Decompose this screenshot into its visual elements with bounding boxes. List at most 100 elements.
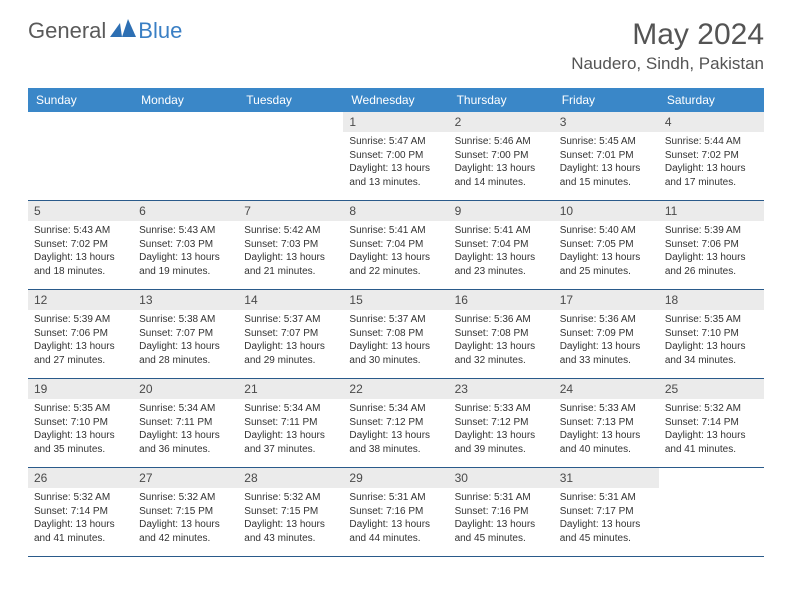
day-content: Sunrise: 5:31 AMSunset: 7:16 PMDaylight:… xyxy=(343,488,448,550)
weekday-label: Sunday xyxy=(28,88,133,112)
day-number: 13 xyxy=(133,290,238,310)
day-content: Sunrise: 5:41 AMSunset: 7:04 PMDaylight:… xyxy=(449,221,554,283)
day-line: Sunrise: 5:34 AM xyxy=(244,402,337,416)
day-cell xyxy=(133,112,238,200)
day-line: and 41 minutes. xyxy=(665,443,758,457)
day-line: Daylight: 13 hours xyxy=(455,162,548,176)
day-line: Sunset: 7:12 PM xyxy=(349,416,442,430)
day-cell xyxy=(238,112,343,200)
day-line: Sunset: 7:10 PM xyxy=(34,416,127,430)
day-line: Sunrise: 5:44 AM xyxy=(665,135,758,149)
week-row: 26Sunrise: 5:32 AMSunset: 7:14 PMDayligh… xyxy=(28,468,764,557)
day-line: Daylight: 13 hours xyxy=(34,251,127,265)
day-line: and 39 minutes. xyxy=(455,443,548,457)
day-line: Sunset: 7:16 PM xyxy=(455,505,548,519)
day-line: Daylight: 13 hours xyxy=(560,429,653,443)
day-number: 26 xyxy=(28,468,133,488)
day-content: Sunrise: 5:36 AMSunset: 7:08 PMDaylight:… xyxy=(449,310,554,372)
day-line: Daylight: 13 hours xyxy=(665,340,758,354)
day-content: Sunrise: 5:31 AMSunset: 7:16 PMDaylight:… xyxy=(449,488,554,550)
day-line: Sunset: 7:08 PM xyxy=(455,327,548,341)
day-number: 9 xyxy=(449,201,554,221)
day-line: Daylight: 13 hours xyxy=(34,429,127,443)
day-cell: 18Sunrise: 5:35 AMSunset: 7:10 PMDayligh… xyxy=(659,290,764,378)
day-line: Daylight: 13 hours xyxy=(665,429,758,443)
day-line: Sunset: 7:11 PM xyxy=(139,416,232,430)
day-content: Sunrise: 5:39 AMSunset: 7:06 PMDaylight:… xyxy=(659,221,764,283)
day-number: 21 xyxy=(238,379,343,399)
day-line: Daylight: 13 hours xyxy=(244,429,337,443)
day-cell: 31Sunrise: 5:31 AMSunset: 7:17 PMDayligh… xyxy=(554,468,659,556)
day-line: and 45 minutes. xyxy=(455,532,548,546)
day-line: Daylight: 13 hours xyxy=(349,429,442,443)
day-line: Sunrise: 5:32 AM xyxy=(244,491,337,505)
day-line: and 23 minutes. xyxy=(455,265,548,279)
day-content: Sunrise: 5:40 AMSunset: 7:05 PMDaylight:… xyxy=(554,221,659,283)
day-content: Sunrise: 5:34 AMSunset: 7:12 PMDaylight:… xyxy=(343,399,448,461)
day-line: Sunrise: 5:46 AM xyxy=(455,135,548,149)
day-line: Sunset: 7:00 PM xyxy=(349,149,442,163)
day-cell: 25Sunrise: 5:32 AMSunset: 7:14 PMDayligh… xyxy=(659,379,764,467)
day-line: Sunset: 7:09 PM xyxy=(560,327,653,341)
day-cell: 3Sunrise: 5:45 AMSunset: 7:01 PMDaylight… xyxy=(554,112,659,200)
day-cell: 23Sunrise: 5:33 AMSunset: 7:12 PMDayligh… xyxy=(449,379,554,467)
day-cell xyxy=(28,112,133,200)
day-line: Daylight: 13 hours xyxy=(139,429,232,443)
day-line: and 19 minutes. xyxy=(139,265,232,279)
day-content: Sunrise: 5:37 AMSunset: 7:07 PMDaylight:… xyxy=(238,310,343,372)
day-line: Daylight: 13 hours xyxy=(455,429,548,443)
day-line: Sunset: 7:07 PM xyxy=(244,327,337,341)
day-cell: 24Sunrise: 5:33 AMSunset: 7:13 PMDayligh… xyxy=(554,379,659,467)
day-cell: 27Sunrise: 5:32 AMSunset: 7:15 PMDayligh… xyxy=(133,468,238,556)
day-line: Sunset: 7:11 PM xyxy=(244,416,337,430)
day-line: and 15 minutes. xyxy=(560,176,653,190)
day-line: Sunset: 7:14 PM xyxy=(34,505,127,519)
day-content: Sunrise: 5:41 AMSunset: 7:04 PMDaylight:… xyxy=(343,221,448,283)
day-number: 10 xyxy=(554,201,659,221)
day-line: and 14 minutes. xyxy=(455,176,548,190)
day-number: 31 xyxy=(554,468,659,488)
day-line: Sunrise: 5:35 AM xyxy=(34,402,127,416)
brand-part2: Blue xyxy=(138,18,182,44)
day-number: 18 xyxy=(659,290,764,310)
day-number: 24 xyxy=(554,379,659,399)
day-content: Sunrise: 5:33 AMSunset: 7:12 PMDaylight:… xyxy=(449,399,554,461)
day-line: Sunrise: 5:40 AM xyxy=(560,224,653,238)
day-line: Sunset: 7:10 PM xyxy=(665,327,758,341)
weekday-header-row: SundayMondayTuesdayWednesdayThursdayFrid… xyxy=(28,88,764,112)
day-line: Daylight: 13 hours xyxy=(560,162,653,176)
month-title: May 2024 xyxy=(571,18,764,52)
day-line: Sunrise: 5:41 AM xyxy=(455,224,548,238)
day-content: Sunrise: 5:34 AMSunset: 7:11 PMDaylight:… xyxy=(238,399,343,461)
page-header: General Blue May 2024 Naudero, Sindh, Pa… xyxy=(0,0,792,82)
weekday-label: Friday xyxy=(554,88,659,112)
day-line: and 37 minutes. xyxy=(244,443,337,457)
day-line: Daylight: 13 hours xyxy=(244,251,337,265)
day-number: 3 xyxy=(554,112,659,132)
day-line: Daylight: 13 hours xyxy=(34,340,127,354)
day-line: Sunset: 7:04 PM xyxy=(455,238,548,252)
day-line: Sunrise: 5:43 AM xyxy=(34,224,127,238)
day-line: and 35 minutes. xyxy=(34,443,127,457)
day-cell: 7Sunrise: 5:42 AMSunset: 7:03 PMDaylight… xyxy=(238,201,343,289)
day-line: and 29 minutes. xyxy=(244,354,337,368)
location-label: Naudero, Sindh, Pakistan xyxy=(571,54,764,74)
day-number: 20 xyxy=(133,379,238,399)
weekday-label: Wednesday xyxy=(343,88,448,112)
day-line: Sunrise: 5:37 AM xyxy=(244,313,337,327)
day-cell: 28Sunrise: 5:32 AMSunset: 7:15 PMDayligh… xyxy=(238,468,343,556)
weekday-label: Thursday xyxy=(449,88,554,112)
day-content: Sunrise: 5:46 AMSunset: 7:00 PMDaylight:… xyxy=(449,132,554,194)
day-number xyxy=(133,112,238,118)
weekday-label: Tuesday xyxy=(238,88,343,112)
day-cell: 13Sunrise: 5:38 AMSunset: 7:07 PMDayligh… xyxy=(133,290,238,378)
week-row: 12Sunrise: 5:39 AMSunset: 7:06 PMDayligh… xyxy=(28,290,764,379)
day-line: Sunrise: 5:34 AM xyxy=(139,402,232,416)
day-content: Sunrise: 5:45 AMSunset: 7:01 PMDaylight:… xyxy=(554,132,659,194)
day-line: and 30 minutes. xyxy=(349,354,442,368)
day-number: 29 xyxy=(343,468,448,488)
day-number: 7 xyxy=(238,201,343,221)
day-content: Sunrise: 5:42 AMSunset: 7:03 PMDaylight:… xyxy=(238,221,343,283)
day-line: Sunset: 7:06 PM xyxy=(34,327,127,341)
title-block: May 2024 Naudero, Sindh, Pakistan xyxy=(571,18,764,74)
